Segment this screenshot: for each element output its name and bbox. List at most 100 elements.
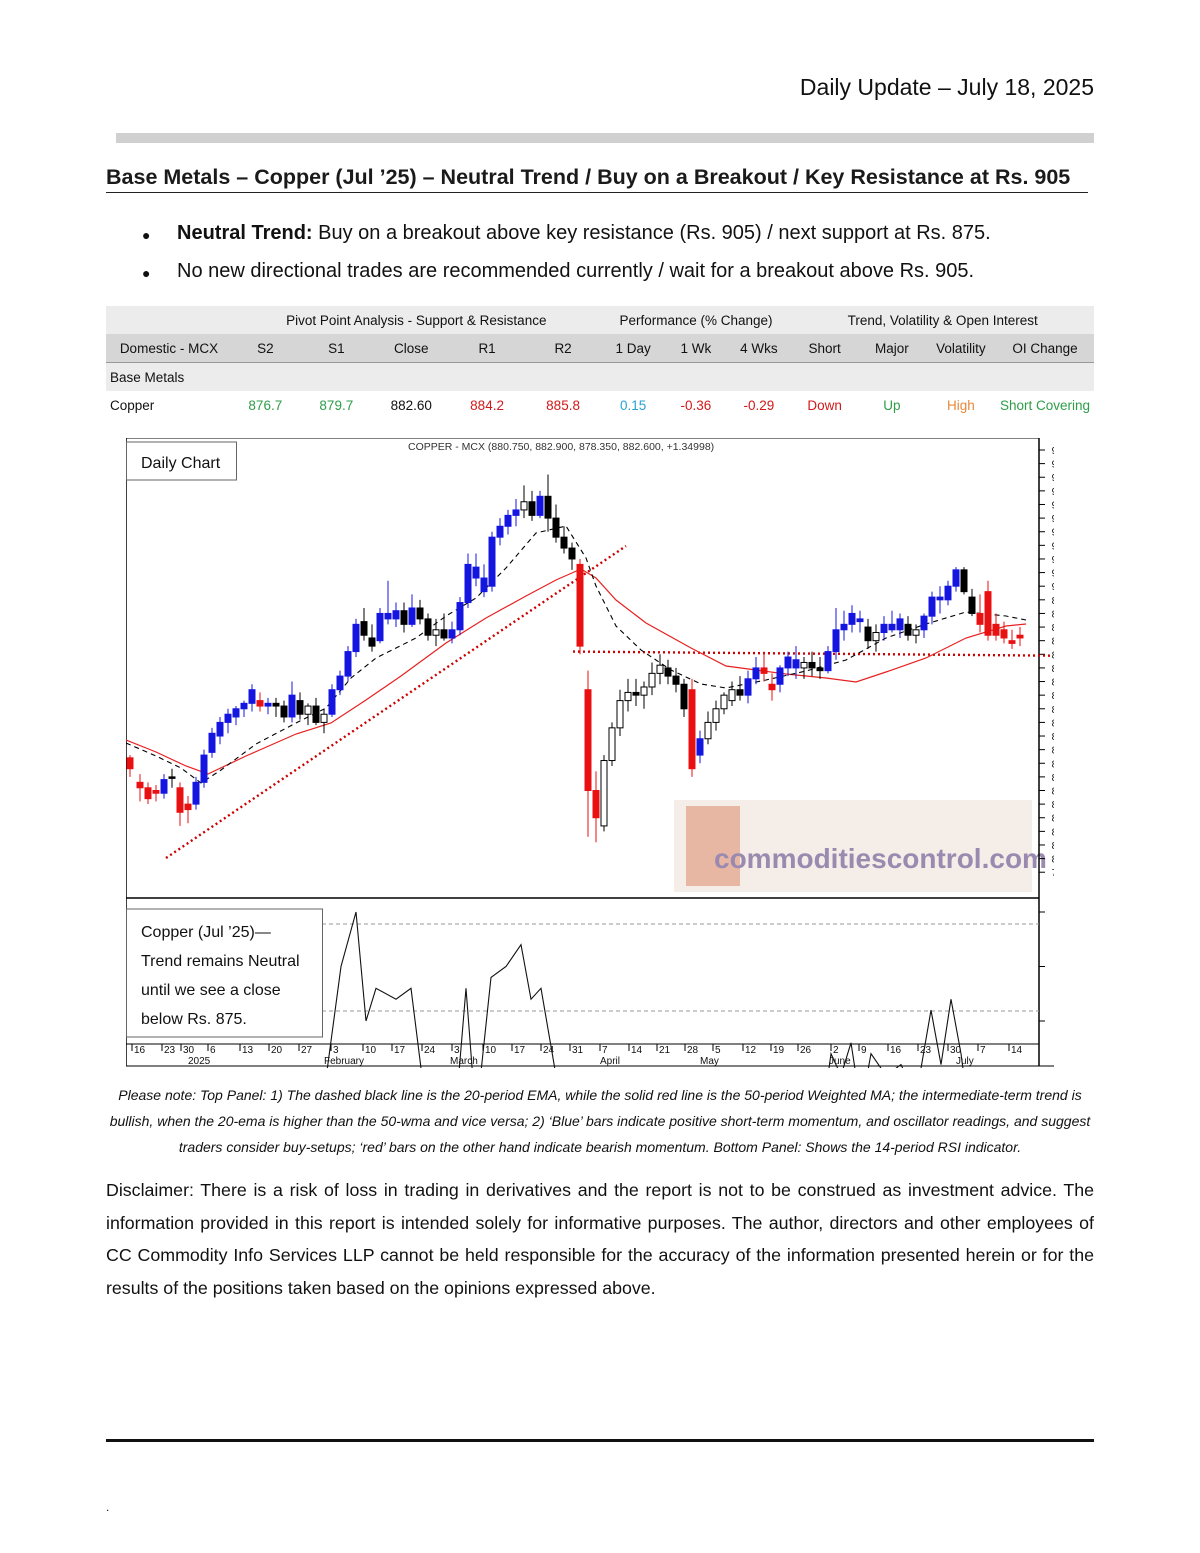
column-header: R2: [525, 334, 601, 363]
candle: [144, 782, 152, 805]
date-tick-label: 23: [164, 1045, 176, 1056]
candle: [744, 670, 752, 704]
candle: [264, 697, 272, 715]
candle: [168, 768, 176, 788]
candle: [432, 618, 440, 647]
candle: [672, 667, 680, 693]
candle: [496, 518, 504, 546]
candle: [384, 580, 392, 625]
candle: [136, 774, 144, 802]
price-tick-label: 905: [1052, 569, 1054, 580]
candle: [848, 605, 856, 633]
cell-4wks: -0.29: [726, 391, 792, 419]
column-header: Domestic - MCX: [106, 334, 232, 363]
candle: [152, 785, 160, 802]
header-divider: [116, 133, 1094, 143]
candle: [192, 776, 200, 810]
group-header-trend: Trend, Volatility & Open Interest: [791, 306, 1094, 334]
chart-note: Please note: Top Panel: 1) The dashed bl…: [109, 1087, 1091, 1155]
candle: [776, 665, 784, 693]
cell-name: Copper: [106, 391, 232, 419]
price-tick-label: 805: [1052, 841, 1054, 852]
price-tick-label: 890: [1052, 609, 1054, 620]
candle: [912, 624, 920, 644]
price-tick-label: 900: [1052, 582, 1054, 593]
candle: [968, 588, 976, 617]
candle: [960, 567, 968, 595]
candle: [944, 580, 952, 606]
date-tick-label: 23: [920, 1045, 932, 1056]
bullet-dot-icon: ●: [142, 227, 151, 243]
date-tick-label: 20: [271, 1045, 283, 1056]
rsi-note-box: Copper (Jul ’25)— Trend remains Neutral …: [126, 908, 323, 1038]
price-tick-label: 850: [1052, 718, 1054, 729]
candle: [784, 651, 792, 677]
candle: [336, 670, 344, 696]
candle: [504, 509, 512, 535]
candle: [248, 684, 256, 712]
price-tick-label: 880: [1052, 637, 1054, 648]
column-header: Volatility: [925, 334, 996, 363]
price-chart: commoditiescontrol.com 95094594093593092…: [125, 437, 1069, 1519]
candle: [824, 646, 832, 674]
date-tick-label: 13: [242, 1045, 254, 1056]
table-row: Copper 876.7 879.7 882.60 884.2 885.8 0.…: [106, 391, 1094, 419]
footer-divider: [106, 1439, 1094, 1442]
candle: [312, 697, 320, 726]
column-header: Major: [857, 334, 926, 363]
candle: [200, 749, 208, 788]
candle: [240, 700, 248, 717]
candle: [544, 474, 552, 532]
column-header: S2: [231, 334, 299, 363]
price-tick-label: 935: [1052, 487, 1054, 498]
candle: [880, 616, 888, 641]
candle: [424, 613, 432, 641]
bullet-text: No new directional trades are recommende…: [177, 260, 975, 282]
cell-s2: 876.7: [231, 391, 299, 419]
price-tick-label: 855: [1052, 705, 1054, 716]
candle: [360, 607, 368, 641]
price-tick-label: 910: [1052, 555, 1054, 566]
column-header: 1 Wk: [665, 334, 727, 363]
cell-1wk: -0.36: [665, 391, 727, 419]
candle: [640, 681, 648, 709]
page-header-title: Daily Update – July 18, 2025: [799, 74, 1094, 100]
bullet-item: ● No new directional trades are recommen…: [142, 260, 1092, 286]
candle: [288, 681, 296, 723]
candle: [688, 678, 696, 777]
rsi-guide-lines: [322, 923, 1039, 1012]
candle: [272, 697, 280, 717]
daily-chart-label-box: Daily Chart: [126, 441, 237, 481]
candle: [256, 692, 264, 712]
bullet-list: ● Neutral Trend: Buy on a breakout above…: [142, 222, 1092, 298]
cell-oi-change: Short Covering: [995, 391, 1094, 419]
price-tick-label: 875: [1052, 650, 1054, 661]
rsi-note-line: Trend remains Neutral: [141, 953, 300, 970]
candle: [568, 542, 576, 570]
wma-50-line: [125, 568, 1027, 775]
candle: [280, 700, 288, 723]
candle: [808, 651, 816, 677]
column-header: OI Change: [995, 334, 1094, 363]
bullet-bold-lead: Neutral Trend:: [177, 222, 313, 244]
date-tick-label: 24: [424, 1045, 436, 1056]
candle: [216, 716, 224, 745]
candle: [160, 774, 168, 799]
candle: [472, 553, 480, 587]
date-tick-label: 21: [659, 1045, 671, 1056]
cell-short: Down: [791, 391, 858, 419]
candle: [664, 659, 672, 685]
cell-s1: 879.7: [298, 391, 374, 419]
cell-major: Up: [857, 391, 926, 419]
date-tick-label: 16: [134, 1045, 146, 1056]
date-tick-label: 31: [572, 1045, 584, 1056]
chart-title: COPPER - MCX (880.750, 882.900, 878.350,…: [408, 441, 714, 453]
candle: [888, 610, 896, 633]
date-tick-label: 16: [890, 1045, 902, 1056]
date-tick-label: 14: [1011, 1045, 1023, 1056]
date-tick-label: 12: [745, 1045, 757, 1056]
rsi-note-line: until we see a close: [141, 982, 281, 999]
rsi-note-line: Copper (Jul ’25)—: [141, 924, 271, 941]
month-label: March: [450, 1056, 478, 1067]
date-tick-label: 17: [514, 1045, 526, 1056]
